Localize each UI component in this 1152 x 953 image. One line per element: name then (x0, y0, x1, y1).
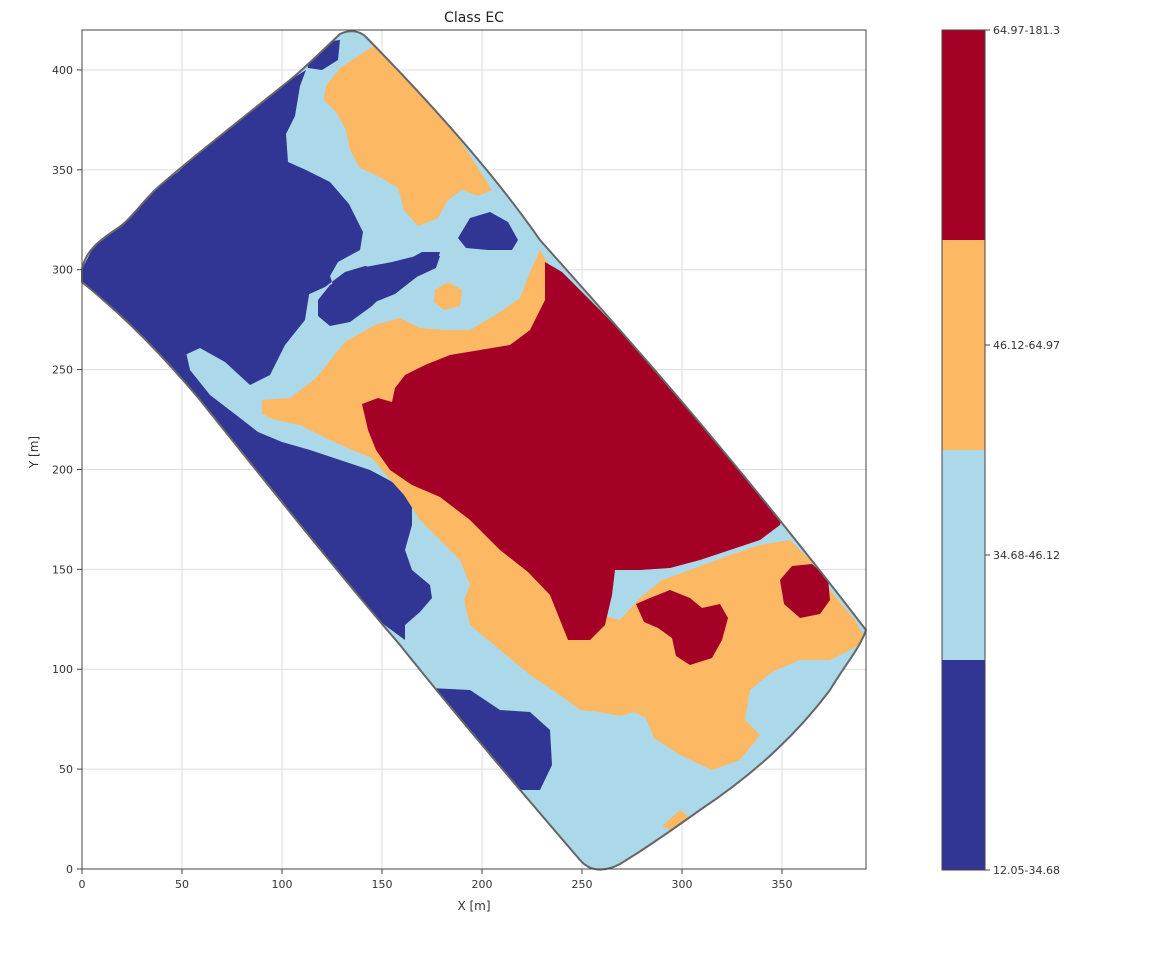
zone-class-12-05-34-68-top-corner (306, 40, 340, 70)
plot-area: 0 50 100 150 200 250 300 350 0 50 100 150 200 250 300… (52, 29, 868, 891)
y-tick-label: 250 (52, 364, 73, 377)
x-tick-label: 300 (672, 878, 693, 891)
x-axis-ticks: 0 50 100 150 200 250 300 350 (79, 869, 793, 891)
colorbar-tick-label: 46.12-64.97 (993, 339, 1060, 352)
zone-class-12-05-34-68-center-blob (458, 212, 518, 250)
zone-class-46-12-64-97-south-sliver (662, 810, 690, 830)
y-tick-label: 50 (59, 763, 73, 776)
y-axis-ticks: 0 50 100 150 200 250 300 350 400 (52, 64, 82, 876)
zone-class-64-97-181-3-main (362, 262, 785, 640)
colorbar-swatch (942, 30, 985, 240)
x-tick-label: 0 (79, 878, 86, 891)
zone-class-64-97-181-3-south-blob (636, 590, 728, 665)
field-boundary (81, 30, 868, 871)
x-tick-label: 350 (772, 878, 793, 891)
colorbar-tick-label: 64.97-181.3 (993, 24, 1060, 37)
x-tick-label: 50 (175, 878, 189, 891)
colorbar-swatch (942, 660, 985, 870)
y-tick-label: 200 (52, 463, 73, 476)
colorbar: 12.05-34.68 34.68-46.12 46.12-64.97 64.97-1… (941, 24, 1060, 877)
zone-class-64-97-181-3-east-blob (780, 564, 830, 618)
y-tick-label: 400 (52, 64, 73, 77)
zone-class-12-05-34-68-mid-arm (318, 255, 440, 326)
plot-frame (81, 29, 867, 870)
colorbar-swatch (942, 240, 985, 450)
x-tick-label: 150 (372, 878, 393, 891)
y-tick-label: 350 (52, 164, 73, 177)
zone-class-46-12-64-97-north (324, 45, 492, 226)
colorbar-swatch (942, 450, 985, 660)
y-tick-label: 150 (52, 563, 73, 576)
y-tick-label: 100 (52, 663, 73, 676)
zone-class-46-12-64-97-small-blob (434, 282, 462, 310)
x-tick-label: 250 (572, 878, 593, 891)
colorbar-frame (941, 29, 986, 871)
zone-class-12-05-34-68-south (430, 688, 552, 790)
y-tick-label: 0 (66, 863, 73, 876)
y-tick-label: 300 (52, 264, 73, 277)
x-tick-label: 200 (472, 878, 493, 891)
chart-title: Class EC (444, 10, 504, 26)
x-axis-label: X [m] (457, 899, 490, 913)
x-tick-label: 100 (272, 878, 293, 891)
colorbar-tick-label: 12.05-34.68 (993, 864, 1060, 877)
colorbar-tick-label: 34.68-46.12 (993, 549, 1060, 562)
y-axis-label: Y [m] (27, 436, 41, 469)
